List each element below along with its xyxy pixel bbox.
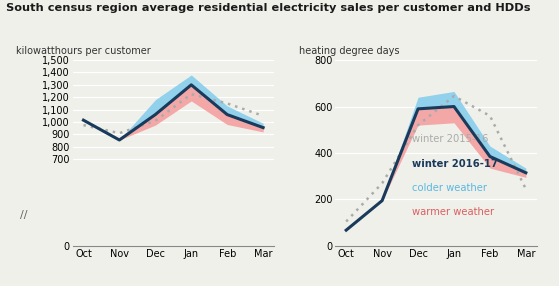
Text: kilowatthours per customer: kilowatthours per customer (16, 46, 151, 56)
Text: warmer weather: warmer weather (412, 207, 494, 217)
Text: colder weather: colder weather (412, 183, 487, 193)
Text: //: // (20, 210, 28, 220)
Text: winter 2016-17: winter 2016-17 (412, 158, 498, 168)
Text: South census region average residential electricity sales per customer and HDDs: South census region average residential … (6, 3, 530, 13)
Text: heating degree days: heating degree days (299, 46, 400, 56)
Text: winter 2015-16: winter 2015-16 (412, 134, 488, 144)
